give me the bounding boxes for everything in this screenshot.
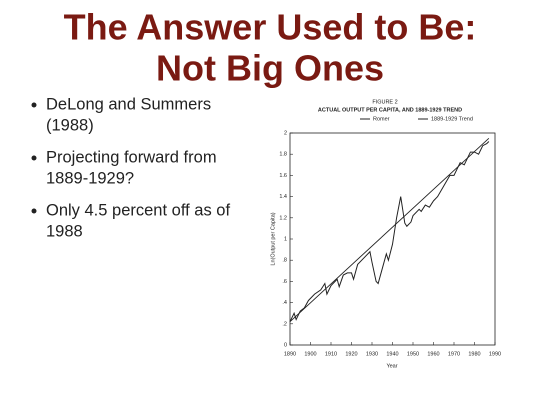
x-tick-label: 1980 <box>468 351 480 357</box>
x-tick-label: 1970 <box>448 351 460 357</box>
y-axis-label: Ln(Output per Capita) <box>270 212 276 265</box>
y-tick-label: 2 <box>284 130 287 136</box>
slide-title: Not Big Ones <box>156 48 384 89</box>
bullet-dot <box>31 102 37 108</box>
figure-label: FIGURE 2 <box>372 99 397 105</box>
bullet-dot <box>31 208 37 214</box>
chart-title: ACTUAL OUTPUT PER CAPITA, AND 1889-1929 … <box>318 107 462 113</box>
bullet-dot <box>31 155 37 161</box>
x-axis-label: Year <box>386 363 397 369</box>
x-tick-label: 1890 <box>284 351 296 357</box>
y-tick-label: .4 <box>282 300 287 306</box>
y-tick-label: 1.6 <box>279 173 287 179</box>
bullet-text: 1988 <box>46 222 83 240</box>
y-tick-label: .6 <box>282 279 287 285</box>
bullet-text: 1889-1929? <box>46 169 134 187</box>
x-tick-label: 1930 <box>366 351 378 357</box>
y-tick-label: .2 <box>282 321 287 327</box>
slide-title: The Answer Used to Be: <box>64 7 477 48</box>
y-tick-label: 1.2 <box>279 215 287 221</box>
x-tick-label: 1920 <box>345 351 357 357</box>
x-tick-label: 1940 <box>386 351 398 357</box>
bullet-text: Only 4.5 percent off as of <box>46 201 230 219</box>
x-tick-label: 1900 <box>304 351 316 357</box>
y-tick-label: 0 <box>284 342 287 348</box>
bullet-text: Projecting forward from <box>46 148 217 166</box>
series-line <box>289 141 490 322</box>
x-tick-label: 1910 <box>325 351 337 357</box>
y-tick-label: 1 <box>284 236 287 242</box>
y-tick-label: 1.4 <box>279 194 287 200</box>
x-tick-label: 1990 <box>489 351 501 357</box>
bullet-text: (1988) <box>46 116 94 134</box>
legend-label: Romer <box>373 116 390 122</box>
y-tick-label: .8 <box>282 258 287 264</box>
x-tick-label: 1950 <box>407 351 419 357</box>
series-line <box>289 137 490 323</box>
y-tick-label: 1.8 <box>279 152 287 158</box>
legend-label: 1889-1929 Trend <box>431 116 473 122</box>
x-tick-label: 1960 <box>427 351 439 357</box>
bullet-text: DeLong and Summers <box>46 95 211 113</box>
